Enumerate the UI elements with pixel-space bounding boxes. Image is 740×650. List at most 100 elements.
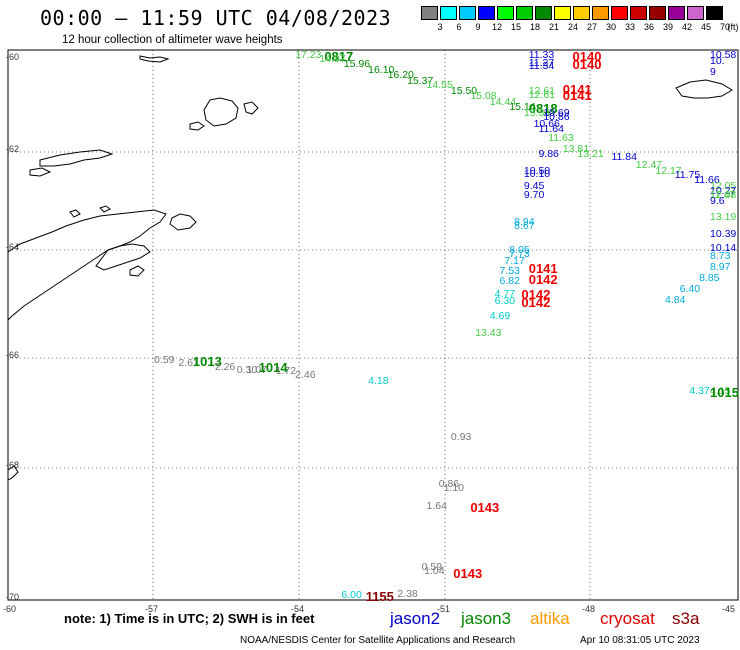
- wave-height-label: 0142: [521, 287, 551, 303]
- page-title: 00:00 – 11:59 UTC 04/08/2023: [40, 6, 392, 30]
- wave-height-label: 15.34: [523, 106, 551, 119]
- wave-height-label: 12.05: [710, 179, 737, 192]
- satellite-s3a: s3a: [672, 609, 700, 628]
- wave-height-label: 15.96: [343, 58, 371, 71]
- color-swatch: [592, 6, 609, 20]
- wave-height-label: 4.77: [494, 288, 516, 301]
- wave-height-label: 12.17: [655, 164, 682, 177]
- wave-height-label: 6.30: [494, 295, 516, 308]
- color-swatch-label: 21: [548, 22, 560, 32]
- wave-height-label: 7.53: [499, 264, 520, 277]
- footer-note: note: 1) Time is in UTC; 2) SWH is in fe…: [64, 611, 315, 626]
- y-tick-label: -60: [6, 52, 20, 62]
- color-swatch-label: 9: [475, 22, 481, 32]
- wave-height-label: 1155: [365, 589, 394, 604]
- wave-height-label: 13.81: [562, 142, 590, 155]
- wave-height-label: 4.15: [710, 384, 731, 397]
- wave-height-label: 0142: [521, 295, 551, 311]
- wave-height-label: 14.97: [319, 52, 346, 65]
- y-tick-label: -62: [6, 144, 20, 154]
- wave-height-label: 6.00: [341, 589, 362, 601]
- color-swatch-label: 70: [719, 22, 731, 32]
- wave-height-label: 6.82: [499, 274, 520, 287]
- x-tick-label: -48: [582, 604, 596, 614]
- wave-height-label: 11.64: [538, 123, 564, 136]
- x-tick-label: -54: [291, 604, 305, 614]
- color-swatch-label: 12: [491, 22, 503, 32]
- wave-height-label: 10.: [710, 54, 725, 67]
- wave-height-label: 6.40: [679, 282, 701, 295]
- color-swatch-label: 15: [510, 22, 522, 32]
- wave-height-label: 12.61: [528, 88, 555, 101]
- wave-height-label: 1.04: [424, 564, 445, 577]
- wave-height-label: 13.21: [577, 148, 604, 160]
- wave-height-label: 8.94: [514, 215, 535, 228]
- wave-height-label: 10.86: [543, 110, 570, 123]
- color-swatch: [554, 6, 571, 20]
- grid-lines: [8, 50, 738, 600]
- wave-height-label: 12.47: [635, 159, 663, 171]
- y-tick-label: -64: [6, 242, 20, 252]
- wave-height-label: 9.45: [523, 179, 545, 192]
- color-swatch-label: 36: [643, 22, 655, 32]
- wave-height-label: 10.66: [533, 117, 560, 130]
- color-swatch: [516, 6, 533, 20]
- wave-height-label: 10.69: [543, 106, 570, 119]
- wave-height-label: 4.84: [665, 293, 686, 306]
- wave-height-label: 2.26: [214, 361, 236, 374]
- wave-height-label: 8.85: [699, 271, 720, 284]
- wave-height-label: 10.39: [710, 227, 737, 240]
- color-swatch-label: 27: [586, 22, 598, 32]
- coastline: [7, 55, 733, 481]
- y-tick-label: -68: [6, 460, 20, 470]
- color-swatch-label: 6: [456, 22, 462, 32]
- wave-height-label: 10.10: [523, 168, 551, 181]
- wave-height-label: 11.66: [694, 174, 720, 187]
- wave-height-label: 10.50: [523, 164, 551, 177]
- wave-height-label: 15.14: [509, 101, 536, 114]
- wave-height-label: 11.63: [548, 131, 574, 144]
- wave-height-label: 12.08: [710, 189, 737, 202]
- satellite-jason2: jason2: [390, 609, 441, 628]
- satellite-altika: altika: [530, 609, 570, 628]
- wave-height-label: 9: [710, 65, 716, 78]
- wave-height-label: 15.50: [450, 84, 478, 97]
- wave-height-label: 11.27: [528, 57, 555, 70]
- x-tick-label: -45: [722, 604, 736, 614]
- color-swatch: [535, 6, 552, 20]
- wave-height-label: 14.55: [426, 79, 453, 92]
- wave-height-label: 2.46: [295, 369, 316, 382]
- wave-height-label: 10.14: [710, 241, 737, 254]
- wave-height-label: 0817: [324, 49, 354, 64]
- wave-height-label: 1.07: [246, 363, 267, 376]
- wave-height-label: 13.19: [710, 211, 737, 224]
- wave-height-label: 2.38: [397, 588, 418, 600]
- credit-line: NOAA/NESDIS Center for Satellite Applica…: [240, 635, 516, 646]
- page-subtitle: 12 hour collection of altimeter wave hei…: [62, 34, 283, 46]
- wave-height-label: 0143: [453, 566, 483, 581]
- generated-timestamp: Apr 10 08:31:05 UTC 2023: [580, 635, 700, 646]
- color-swatch: [668, 6, 685, 20]
- wave-height-label: 1013: [192, 354, 222, 370]
- wave-height-label: 15.08: [470, 90, 497, 103]
- wave-height-label: 16.10: [368, 63, 395, 76]
- satellite-cryosat: cryosat: [600, 609, 655, 628]
- wave-height-label: 0.59: [421, 560, 443, 573]
- wave-height-label: 10.27: [710, 185, 737, 198]
- color-swatch-label: 30: [605, 22, 617, 32]
- wave-height-label: 9.70: [523, 189, 545, 202]
- wave-height-label: 1.64: [426, 500, 447, 512]
- color-swatch-label: 33: [624, 22, 636, 32]
- wave-height-label: 4.69: [489, 310, 511, 323]
- color-swatch: [497, 6, 514, 20]
- wave-height-label: 11.47: [710, 189, 736, 202]
- color-swatch: [478, 6, 495, 20]
- color-swatch: [649, 6, 666, 20]
- color-swatch: [459, 6, 476, 20]
- wave-height-label: 1.10: [443, 481, 464, 494]
- wave-height-label: 0818: [528, 101, 558, 117]
- wave-height-label: 0141: [562, 87, 592, 103]
- wave-height-label: 13.43: [475, 326, 502, 339]
- wave-height-label: 0142: [528, 271, 558, 287]
- wave-height-label: 0143: [470, 500, 500, 515]
